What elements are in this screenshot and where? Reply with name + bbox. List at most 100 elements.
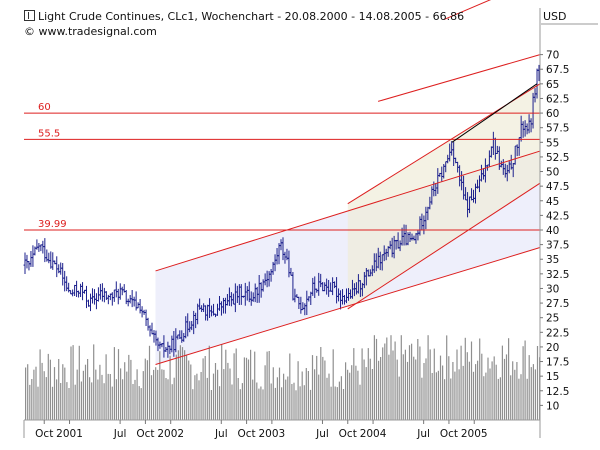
- volume-bar: [423, 363, 425, 420]
- level-label-39.99: 39.99: [38, 219, 67, 230]
- volume-bar: [272, 367, 274, 420]
- x-tick-label: 2004: [360, 428, 387, 440]
- volume-bar: [322, 356, 324, 420]
- volume-bar: [450, 378, 452, 420]
- volume-bar: [526, 378, 528, 420]
- volume-bar: [499, 377, 501, 420]
- trend-lines: [155, 0, 541, 365]
- y-tick-label: 47.5: [546, 181, 569, 193]
- chart-source: © www.tradesignal.com: [24, 25, 157, 38]
- volume-bar: [60, 383, 62, 420]
- upper-channel-lines-upper: [443, 0, 492, 20]
- volume-bar: [247, 359, 250, 420]
- volume-bar: [532, 364, 534, 420]
- volume-bar: [375, 338, 378, 420]
- volume-bar: [31, 379, 33, 420]
- y-tick-label: 12.5: [546, 386, 569, 398]
- y-tick-label: 60: [546, 108, 559, 120]
- volume-bar: [268, 351, 270, 420]
- volume-bar: [252, 379, 254, 420]
- volume-bar: [371, 369, 373, 420]
- volume-bar: [314, 369, 316, 420]
- volume-bar: [487, 357, 489, 420]
- volume-bar: [382, 347, 384, 420]
- volume-bar: [355, 365, 357, 420]
- volume-bar: [159, 351, 161, 420]
- volume-bar: [214, 363, 217, 420]
- level-label-55.5: 55.5: [38, 128, 60, 139]
- volume-bar: [177, 350, 179, 420]
- volume-bar: [536, 346, 539, 420]
- volume-bar: [221, 344, 223, 420]
- volume-bar: [289, 353, 291, 420]
- volume-bar: [134, 379, 136, 420]
- x-tick-label: 2003: [259, 428, 286, 440]
- volume-bar: [264, 365, 266, 420]
- volume-bar: [353, 348, 355, 420]
- volume-bar: [503, 358, 506, 420]
- volume-bar: [413, 356, 415, 420]
- volume-bar: [291, 384, 293, 420]
- volume-bar: [35, 366, 37, 420]
- volume-bar: [68, 388, 70, 420]
- volume-bar: [472, 371, 475, 420]
- volume-bar: [328, 373, 330, 420]
- volume-bar: [479, 338, 481, 420]
- steep-channel-fill: [347, 83, 540, 309]
- volume-bar: [425, 358, 427, 420]
- volume-bar: [138, 386, 140, 420]
- x-tick-label: Oct: [238, 428, 256, 440]
- volume-bar: [200, 372, 202, 420]
- y-tick-label: 32.5: [546, 269, 569, 281]
- volume-bar: [505, 354, 508, 420]
- volume-bar: [165, 378, 167, 420]
- y-tick-label: 65: [546, 79, 559, 91]
- volume-bar: [489, 368, 491, 420]
- volume-bar: [87, 359, 89, 420]
- volume-bar: [101, 374, 103, 420]
- volume-bar: [326, 377, 328, 420]
- volume-bar: [229, 368, 231, 420]
- volume-bar: [184, 350, 186, 420]
- volume-bar: [406, 361, 409, 420]
- volume-bar: [243, 357, 245, 420]
- y-tick-label: 30: [546, 283, 559, 295]
- volume-bar: [223, 369, 225, 420]
- level-label-60: 60: [38, 102, 51, 113]
- volume-bar: [293, 382, 295, 420]
- volume-bar: [400, 335, 402, 420]
- black-resistance-line: [451, 83, 538, 143]
- y-tick-label: 15: [546, 371, 559, 383]
- volume-bar: [508, 338, 510, 420]
- volume-bar: [91, 382, 93, 420]
- volume-bar: [439, 355, 442, 420]
- volume-bar: [254, 351, 256, 420]
- volume-bar: [64, 367, 66, 420]
- volume-bar: [192, 389, 194, 420]
- y-tick-label: 45: [546, 196, 559, 208]
- volume-bar: [136, 369, 138, 420]
- currency-label: USD: [543, 10, 567, 23]
- volume-bar: [297, 361, 299, 420]
- volume-bar: [258, 388, 260, 420]
- volume-bar: [497, 378, 499, 420]
- volume-bar: [270, 383, 272, 420]
- volume-bar: [122, 379, 124, 420]
- volume-bar: [181, 347, 184, 420]
- volume-bar: [43, 371, 45, 420]
- volume-bar: [363, 359, 365, 420]
- volume-bar: [516, 362, 518, 420]
- axes: 70 67.5 65 62.5 60 57.5 55 52.5 50 47.5 45 42.5 40 37…: [23, 8, 598, 440]
- volume-bar: [501, 345, 503, 420]
- volume-bar: [153, 369, 155, 420]
- volume-bar: [324, 360, 326, 420]
- volume-bar: [161, 369, 163, 420]
- volume-bar: [340, 376, 342, 420]
- volume-bar: [41, 362, 43, 420]
- x-tick-label: Oct: [339, 428, 357, 440]
- volume-bar: [198, 380, 200, 420]
- volume-bar: [431, 373, 433, 420]
- volume-bar: [446, 335, 448, 420]
- volume-bar: [316, 355, 318, 420]
